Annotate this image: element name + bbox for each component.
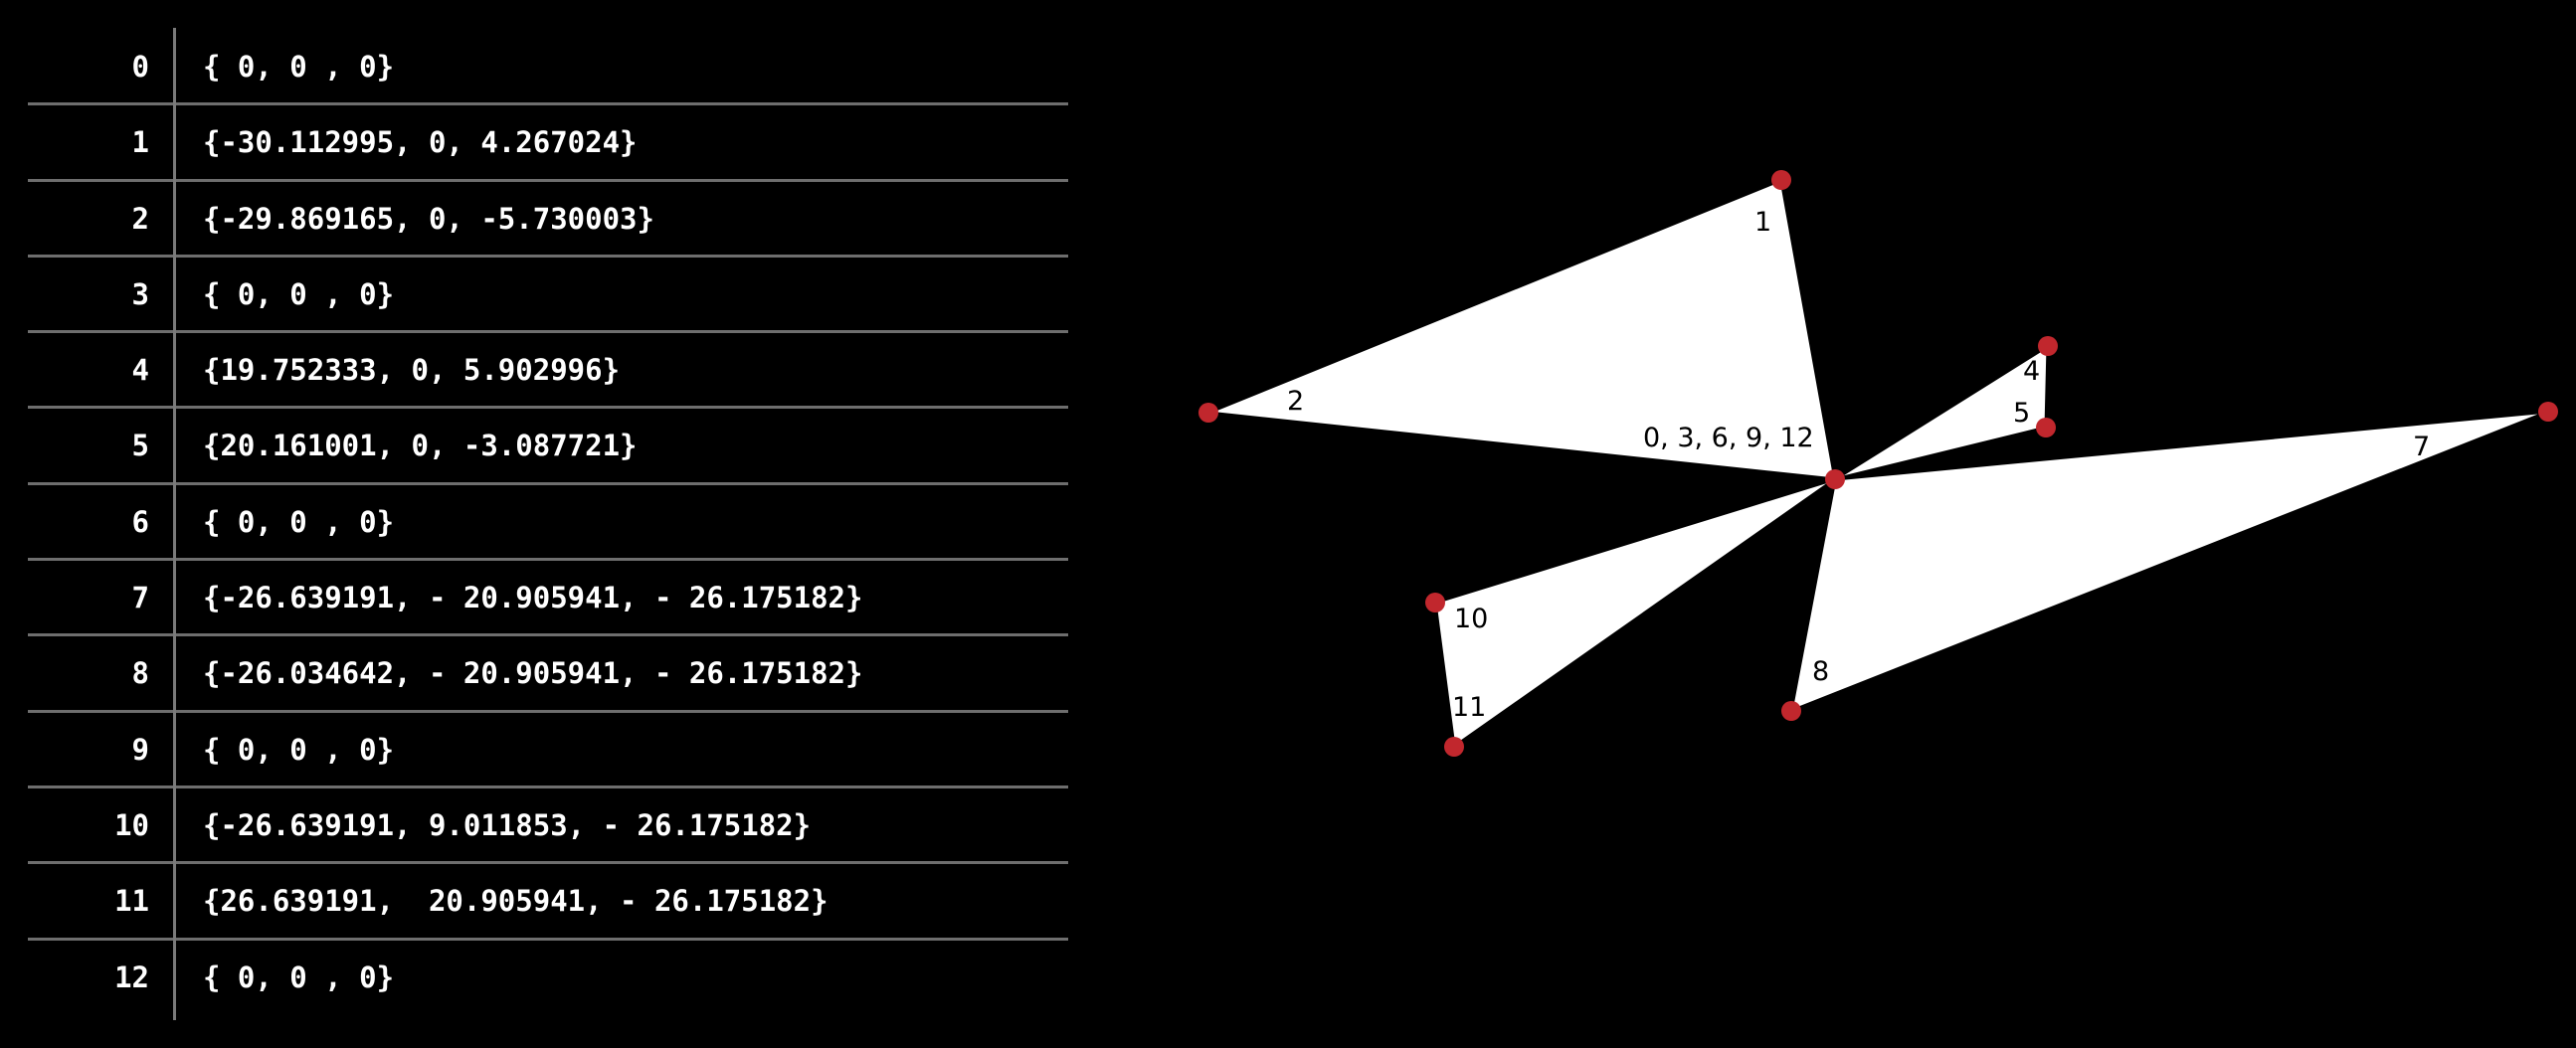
row-value: { 0, 0 , 0} (203, 276, 395, 311)
row-value: {-30.112995, 0, 4.267024} (203, 125, 638, 160)
row-index: 5 (131, 429, 149, 463)
vertex-label-8: 8 (1812, 656, 1829, 687)
row-index: 4 (131, 353, 149, 388)
row-index: 6 (131, 504, 149, 539)
table-row: 8 {-26.034642, - 20.905941, - 26.175182} (28, 636, 1068, 713)
row-value: { 0, 0 , 0} (203, 960, 395, 994)
row-value: {26.639191, 20.905941, - 26.175182} (203, 884, 828, 919)
row-value: {-26.034642, - 20.905941, - 26.175182} (203, 656, 863, 691)
row-value: {-26.639191, - 20.905941, - 26.175182} (203, 581, 863, 615)
table-row: 4 {19.752333, 0, 5.902996} (28, 333, 1068, 410)
row-value: {19.752333, 0, 5.902996} (203, 353, 621, 388)
vertex-label-11: 11 (1452, 692, 1486, 723)
row-index: 9 (131, 732, 149, 767)
row-index: 8 (131, 656, 149, 691)
row-index: 1 (131, 125, 149, 160)
row-index: 7 (131, 581, 149, 615)
vertex-dot-center (1825, 469, 1845, 489)
table-row: 10 {-26.639191, 9.011853, - 26.175182} (28, 788, 1068, 865)
vertex-dot-1 (1771, 170, 1791, 190)
table-row: 0 { 0, 0 , 0} (28, 30, 1068, 106)
row-value: {20.161001, 0, -3.087721} (203, 429, 638, 463)
table-row: 12 { 0, 0 , 0} (28, 941, 1068, 1016)
vertex-label-1: 1 (1754, 207, 1771, 238)
row-value: {-29.869165, 0, -5.730003} (203, 201, 654, 236)
vertex-dot-7 (2538, 402, 2558, 422)
row-index: 12 (114, 960, 149, 994)
table-row: 3 { 0, 0 , 0} (28, 258, 1068, 334)
row-index: 10 (114, 807, 149, 842)
vertex-dot-8 (1781, 701, 1801, 721)
table-column-divider (173, 28, 176, 1020)
table-row: 9 { 0, 0 , 0} (28, 713, 1068, 788)
table-row: 1 {-30.112995, 0, 4.267024} (28, 105, 1068, 182)
row-value: { 0, 0 , 0} (203, 504, 395, 539)
vertex-label-center: 0, 3, 6, 9, 12 (1643, 423, 1814, 453)
triangle-3-4-5 (1833, 344, 2050, 481)
row-index: 0 (131, 50, 149, 84)
table-row: 11 {26.639191, 20.905941, - 26.175182} (28, 864, 1068, 941)
vertex-dot-4 (2038, 336, 2058, 356)
triangle-9-10-11 (1433, 477, 1837, 749)
vertex-dot-5 (2036, 418, 2056, 437)
triangle-0-1-2 (1206, 178, 1837, 481)
row-value: { 0, 0 , 0} (203, 50, 395, 84)
row-index: 2 (131, 201, 149, 236)
table-row: 7 {-26.639191, - 20.905941, - 26.175182} (28, 561, 1068, 637)
table-row: 2 {-29.869165, 0, -5.730003} (28, 182, 1068, 258)
vertex-table: 0 { 0, 0 , 0} 1 {-30.112995, 0, 4.267024… (28, 30, 1068, 1016)
table-row: 5 {20.161001, 0, -3.087721} (28, 409, 1068, 485)
row-index: 3 (131, 276, 149, 311)
vertex-label-4: 4 (2023, 356, 2040, 387)
vertex-label-7: 7 (2413, 432, 2430, 462)
row-value: { 0, 0 , 0} (203, 732, 395, 767)
vertex-label-5: 5 (2013, 398, 2030, 429)
vertex-dot-2 (1198, 403, 1218, 423)
row-value: {-26.639191, 9.011853, - 26.175182} (203, 807, 812, 842)
row-index: 11 (114, 884, 149, 919)
vertex-dot-11 (1444, 737, 1464, 757)
vertex-dot-10 (1425, 593, 1445, 612)
vertex-label-10: 10 (1454, 604, 1488, 634)
vertex-label-2: 2 (1287, 386, 1304, 417)
table-row: 6 { 0, 0 , 0} (28, 485, 1068, 562)
triangle-6-7-8 (1789, 410, 2550, 713)
